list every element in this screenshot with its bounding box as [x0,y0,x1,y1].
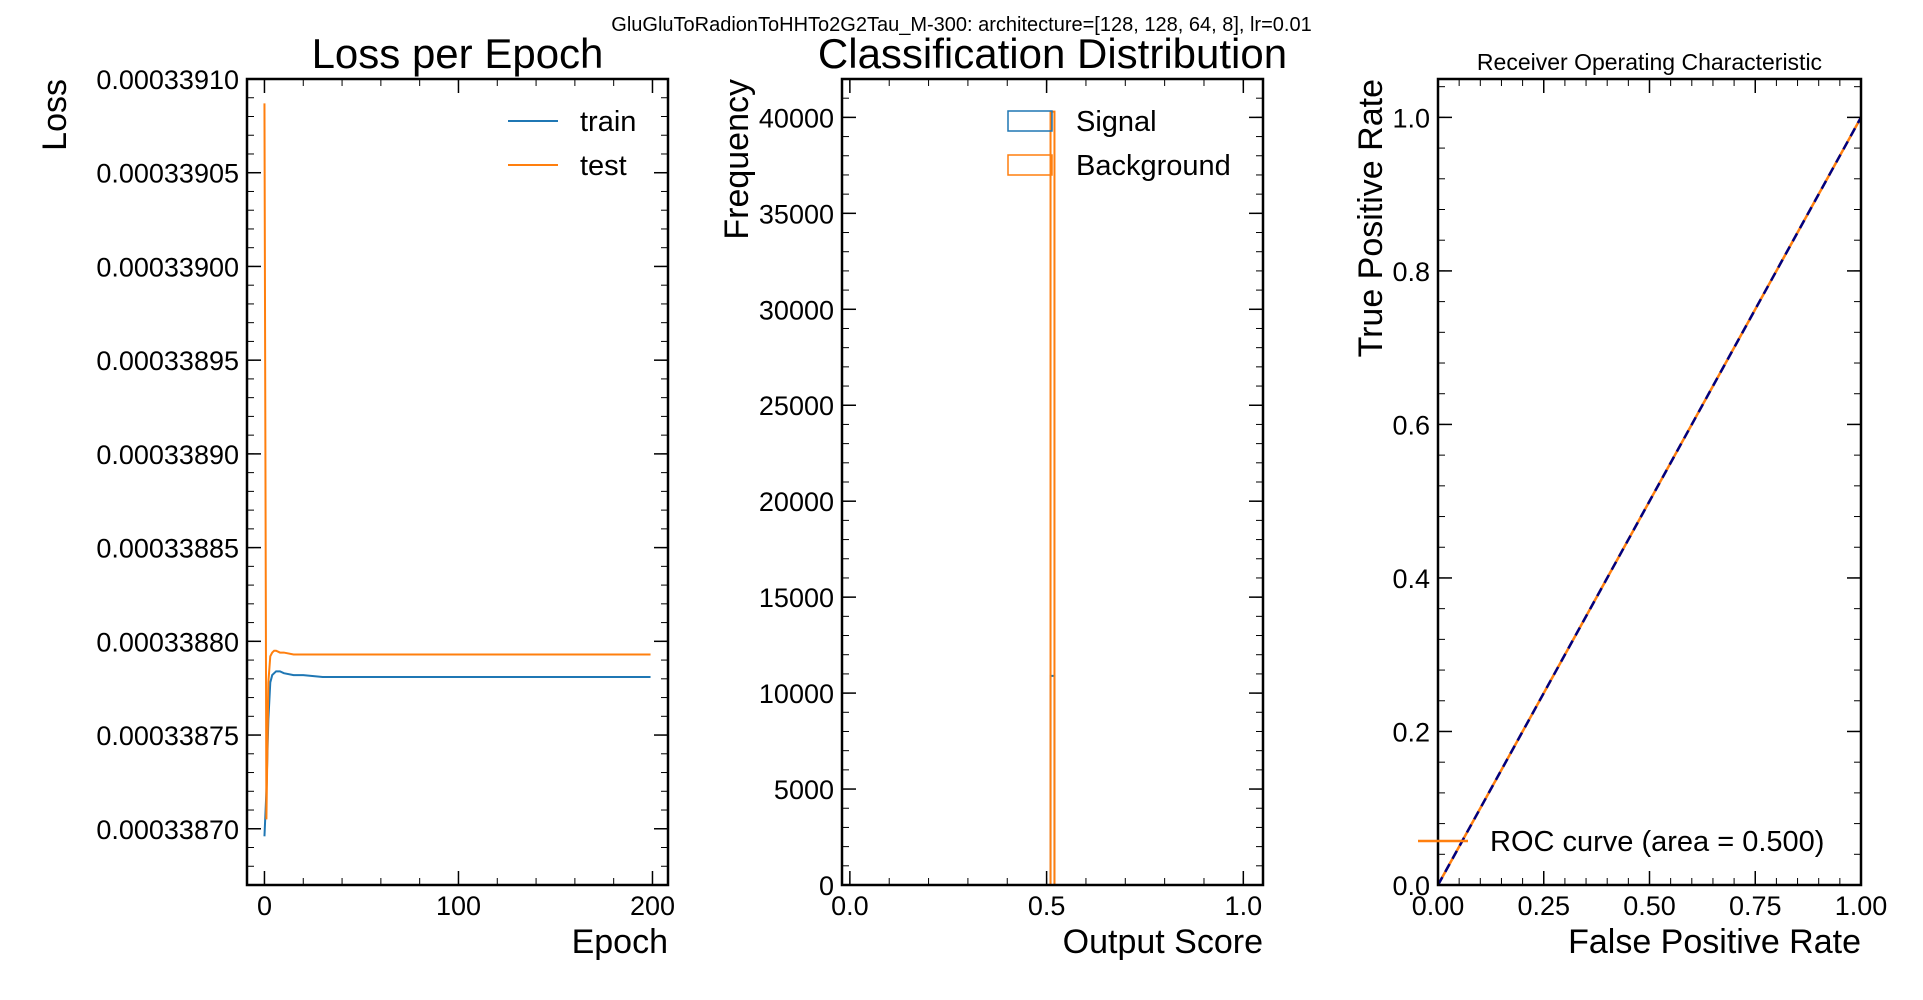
loss-chart: 0 100 200 0.00033870 0.00033875 0.00033880 0.0… [36,30,675,961]
y-tick-label: 10000 [759,679,834,709]
y-tick-label: 25000 [759,391,834,421]
axes-frame [1436,77,1863,887]
axes-frame [245,77,670,887]
x-tick-label: 0.25 [1517,891,1570,921]
y-tick-label: 40000 [759,103,834,133]
chart-title: Classification Distribution [818,30,1287,77]
roc-chart: 0.00 0.25 0.50 0.75 1.00 0.0 0.2 0.4 0.6 0.8 1.0 Re… [1352,49,1887,961]
y-tick-label: 0.8 [1392,257,1430,287]
histogram-bar-Background [1049,110,1056,885]
chart-title: Receiver Operating Characteristic [1477,49,1822,75]
chance-diagonal-line [1436,116,1863,886]
y-tick-label: 20000 [759,487,834,517]
x-tick-label: 0.5 [1028,891,1066,921]
y-tick-label: 5000 [774,775,834,805]
y-tick-label: 0.00033895 [96,346,239,376]
y-tick-label: 0.00033905 [96,159,239,189]
x-tick-label: 100 [436,891,481,921]
chart-title: Loss per Epoch [312,30,604,77]
y-tick-label: 35000 [759,199,834,229]
x-axis-label: Output Score [1063,923,1263,961]
legend-handle-Signal [1007,110,1053,132]
y-axis-label: Frequency [718,79,756,240]
distribution-chart: 0.0 0.5 1.0 0 5000 10000 15000 20000 25000 30000 3… [718,30,1287,961]
legend-label: test [580,150,627,182]
y-tick-label: 0.2 [1392,717,1430,747]
y-tick-label: 0.00033875 [96,721,239,751]
y-tick-label: 0.4 [1392,564,1430,594]
x-axis-label: False Positive Rate [1568,923,1861,961]
series-line-test [263,103,651,820]
y-tick-label: 0.00033900 [96,252,239,282]
x-tick-label: 0.75 [1729,891,1782,921]
y-tick-label: 0 [819,871,834,901]
legend-label: Signal [1076,106,1157,138]
legend-handle-Background [1007,154,1053,176]
y-tick-label: 0.6 [1392,410,1430,440]
axes-frame [840,77,1265,887]
x-tick-label: 200 [630,891,675,921]
y-tick-label: 0.00033880 [96,627,239,657]
y-tick-label: 1.0 [1392,103,1430,133]
legend-label: train [580,106,636,138]
legend-label: Background [1076,150,1231,182]
x-tick-label: 0.00 [1412,891,1465,921]
x-tick-label: 1.00 [1835,891,1888,921]
series-line-train [263,670,651,837]
y-tick-label: 30000 [759,295,834,325]
x-tick-label: 0.50 [1623,891,1676,921]
y-tick-label: 15000 [759,583,834,613]
figure-suptitle: GluGluToRadionToHHTo2G2Tau_M-300: archit… [611,14,1312,36]
legend-label: ROC curve (area = 0.500) [1490,826,1824,858]
y-tick-label: 0.0 [1392,871,1430,901]
y-tick-label: 0.00033890 [96,440,239,470]
x-tick-label: 0.0 [831,891,869,921]
x-tick-label: 0 [257,891,272,921]
x-axis-label: Epoch [572,923,668,961]
y-axis-label: True Positive Rate [1352,79,1390,357]
y-axis-label: Loss [36,79,74,151]
y-tick-label: 0.00033885 [96,534,239,564]
y-tick-label: 0.00033870 [96,815,239,845]
x-tick-label: 1.0 [1225,891,1263,921]
y-tick-label: 0.00033910 [96,65,239,95]
